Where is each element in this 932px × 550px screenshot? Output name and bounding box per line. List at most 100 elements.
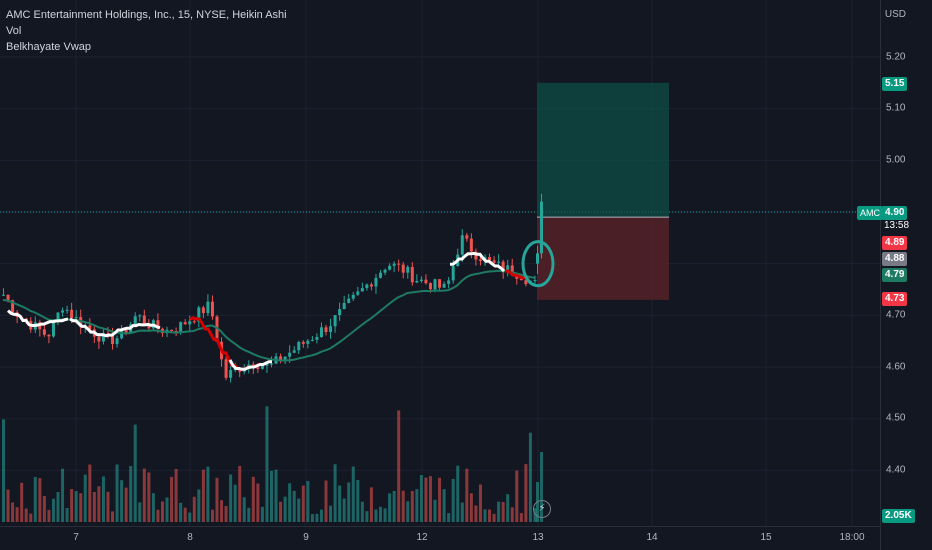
belkhayate-vwap-segment: [6, 309, 69, 327]
volume-bar: [74, 491, 78, 522]
volume-bar: [129, 466, 133, 522]
volume-bar: [456, 465, 460, 522]
candle-body: [101, 333, 105, 342]
candle-body: [333, 315, 337, 327]
candle-body: [488, 257, 492, 261]
volume-bar: [170, 476, 174, 522]
volume-bar: [256, 483, 260, 522]
candle-body: [347, 298, 351, 303]
candle-body: [324, 327, 328, 333]
time-axis-separator: [0, 526, 880, 527]
candle-body: [415, 280, 419, 283]
volume-bar: [6, 489, 10, 522]
candle-body: [201, 307, 205, 314]
volume-bar: [515, 470, 519, 522]
volume-bar: [260, 506, 264, 522]
candle-body: [288, 352, 292, 357]
candle-body: [2, 294, 5, 296]
candle-body: [120, 330, 124, 339]
belkhayate-vwap-segment: [228, 359, 272, 371]
annotations: [521, 240, 555, 288]
currency-label[interactable]: USD: [884, 9, 906, 20]
candle-body: [419, 279, 423, 281]
candle-body: [374, 277, 378, 287]
volume-bar: [229, 474, 233, 522]
price-tick: 5.10: [886, 102, 906, 114]
volume-bar: [428, 476, 432, 522]
candle-body: [510, 265, 514, 276]
highlight-circle: [521, 240, 555, 288]
volume-bar: [469, 493, 473, 522]
candle-body: [469, 238, 473, 252]
candle-body: [540, 201, 543, 254]
belkhayate-vwap-segment: [450, 251, 506, 273]
volume-bar: [419, 474, 423, 522]
profit-zone: [537, 82, 669, 218]
vwap-lines: [2, 251, 535, 371]
belkhayate-vwap-segment: [69, 317, 161, 338]
volume-bar: [406, 501, 410, 522]
volume-bar: [465, 468, 469, 522]
volume-bar: [106, 491, 110, 522]
volume-bar: [124, 487, 128, 522]
volume-bar: [165, 497, 169, 522]
volume-bar: [506, 494, 510, 522]
candle-body: [342, 302, 346, 310]
volume-bar: [424, 477, 428, 522]
candle-body: [447, 280, 451, 284]
candle-body: [497, 261, 501, 263]
volume-bar: [410, 490, 414, 522]
price-tick: 4.40: [886, 464, 906, 476]
candle-body: [174, 331, 178, 333]
time-tick: 14: [646, 532, 658, 543]
candle-body: [170, 329, 174, 332]
volume-bar: [438, 477, 442, 522]
volume-bar: [297, 498, 301, 522]
vwap-indicator-label[interactable]: Belkhayate Vwap: [6, 41, 91, 53]
volume-bar: [519, 513, 523, 522]
volume-bar: [224, 506, 228, 522]
candle-body: [260, 365, 264, 369]
candle-body: [88, 325, 92, 330]
last-price-badge: 4.90: [882, 206, 908, 220]
volume-bar: [319, 509, 323, 522]
volume-bar: [397, 410, 401, 522]
volume-bar: [265, 406, 269, 522]
volume-bar: [174, 468, 178, 522]
volume-bar: [111, 511, 115, 522]
volume-bar: [51, 498, 55, 522]
volume-bar: [301, 485, 305, 522]
candle-body: [478, 259, 482, 261]
lightning-icon[interactable]: ⚡: [533, 500, 551, 518]
vol-indicator-label[interactable]: Vol: [6, 25, 22, 37]
time-tick: 12: [416, 532, 428, 543]
candle-body: [206, 301, 210, 314]
volume-bar: [201, 469, 205, 522]
volume-bar: [401, 490, 405, 522]
candle-body: [428, 283, 432, 290]
volume-bar: [270, 470, 273, 522]
time-tick: 13: [532, 532, 544, 543]
volume-bar: [24, 508, 28, 522]
candle-body: [179, 322, 183, 332]
volume-bar: [388, 493, 392, 522]
chart-grid: [0, 0, 880, 526]
candle-body: [56, 312, 60, 321]
candle-body: [410, 266, 414, 283]
volume-bar: [488, 509, 492, 522]
volume-bar: [192, 496, 196, 522]
volume-bar: [447, 513, 451, 522]
volume-bar: [478, 484, 482, 522]
price-tick: 5.00: [886, 154, 906, 166]
symbol-title[interactable]: AMC Entertainment Holdings, Inc., 15, NY…: [6, 9, 287, 21]
volume-bar: [392, 490, 396, 522]
volume-bar: [42, 496, 46, 522]
candle-body: [310, 339, 314, 341]
long-position-tool[interactable]: [537, 82, 669, 300]
volume-bar: [206, 466, 210, 522]
candle-body: [329, 326, 333, 333]
volume-bar: [11, 502, 15, 522]
volume-bars: [2, 406, 543, 522]
volume-bar: [142, 468, 146, 522]
